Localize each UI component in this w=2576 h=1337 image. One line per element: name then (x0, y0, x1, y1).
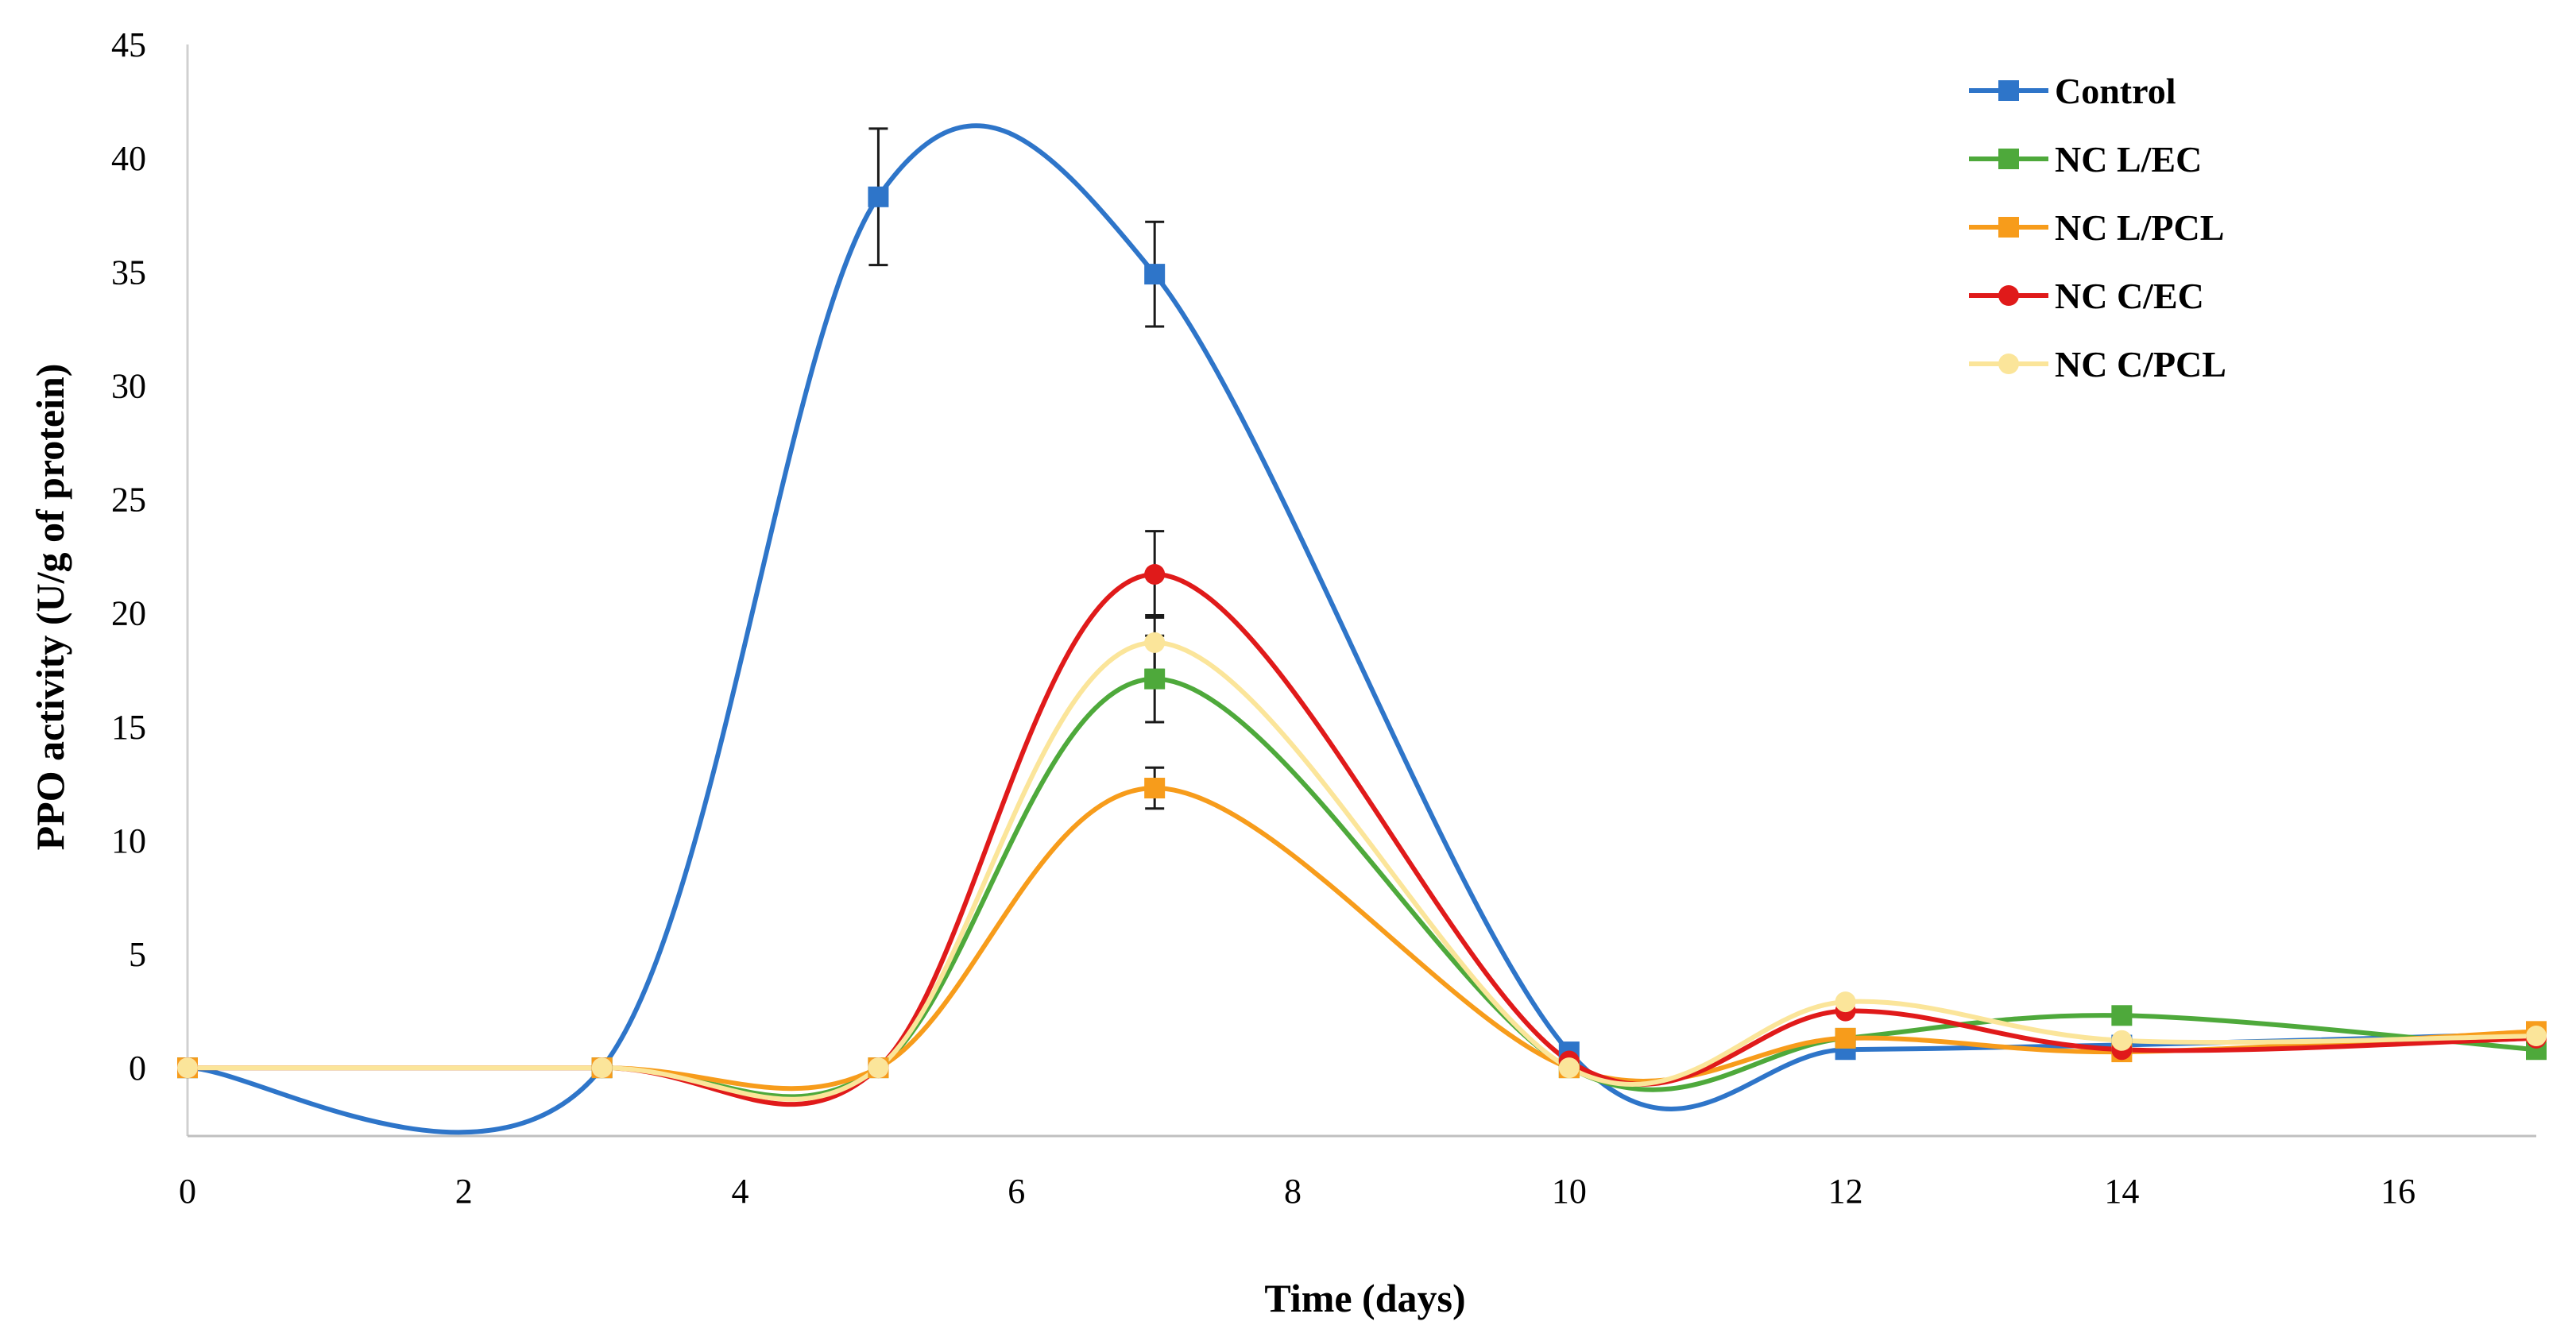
x-tick-label: 14 (2104, 1172, 2139, 1211)
x-tick-label: 4 (732, 1172, 749, 1211)
y-tick-label: 45 (111, 25, 146, 64)
legend-marker-nc-c-pcl (1998, 354, 2019, 374)
x-tick-label: 12 (1828, 1172, 1863, 1211)
data-point-nc-l-pcl (1835, 1027, 1856, 1049)
legend-item-nc-c-pcl: NC C/PCL (1969, 344, 2226, 384)
y-tick-label: 15 (111, 708, 146, 747)
legend-marker-control (1998, 80, 2019, 101)
data-point-nc-c-pcl (2111, 1030, 2133, 1051)
series-line-nc-c-pcl (185, 640, 2539, 1102)
y-tick-label: 30 (111, 366, 146, 405)
series-line-nc-l-ec (185, 676, 2539, 1099)
data-point-nc-c-pcl (1835, 991, 1856, 1013)
data-point-nc-c-pcl (1144, 632, 1166, 653)
legend-label-nc-c-pcl: NC C/PCL (2055, 344, 2226, 384)
data-point-nc-c-ec (1144, 563, 1166, 585)
legend-label-control: Control (2055, 71, 2176, 111)
series-line-nc-c-ec (185, 571, 2539, 1107)
legend: Control NC L/EC NC L/PCL NC C/EC NC C/PCL (1969, 71, 2226, 384)
legend-label-nc-l-ec: NC L/EC (2055, 139, 2202, 180)
data-point-nc-c-pcl (2526, 1026, 2547, 1047)
y-tick-label: 5 (129, 935, 146, 974)
data-point-nc-l-pcl (1144, 778, 1166, 799)
series-layer (185, 123, 2539, 1135)
legend-item-nc-c-ec: NC C/EC (1969, 276, 2204, 316)
marker-layer (177, 186, 2547, 1079)
legend-marker-nc-c-ec (1998, 285, 2019, 306)
legend-label-nc-l-pcl: NC L/PCL (2055, 207, 2224, 248)
y-tick-label: 10 (111, 821, 146, 860)
x-tick-label: 0 (179, 1172, 196, 1211)
y-axis-title: PPO activity (U/g of protein) (28, 364, 72, 851)
data-point-nc-c-pcl (1558, 1057, 1580, 1079)
x-tick-label: 8 (1284, 1172, 1302, 1211)
x-tick-labels: 0 2 4 6 8 10 12 14 16 (179, 1172, 2415, 1211)
y-tick-label: 35 (111, 253, 146, 292)
data-point-nc-l-ec (1144, 668, 1166, 690)
x-tick-label: 6 (1008, 1172, 1025, 1211)
y-tick-labels: 0 5 10 15 20 25 30 35 40 45 (111, 25, 146, 1088)
y-tick-label: 25 (111, 481, 146, 520)
x-tick-label: 16 (2381, 1172, 2415, 1211)
data-point-nc-l-ec (2111, 1005, 2133, 1026)
x-tick-label: 10 (1552, 1172, 1587, 1211)
legend-item-nc-l-ec: NC L/EC (1969, 139, 2202, 180)
axes (186, 44, 2536, 1138)
y-tick-label: 20 (111, 594, 146, 633)
x-axis-title: Time (days) (1264, 1276, 1465, 1320)
data-point-nc-c-pcl (591, 1057, 613, 1079)
legend-item-control: Control (1969, 71, 2176, 111)
data-point-control (1144, 264, 1166, 285)
legend-label-nc-c-ec: NC C/EC (2055, 276, 2204, 316)
legend-marker-nc-l-pcl (1998, 217, 2019, 238)
y-tick-label: 0 (129, 1049, 146, 1088)
y-tick-label: 40 (111, 139, 146, 178)
data-point-nc-c-pcl (177, 1057, 198, 1079)
data-point-nc-c-pcl (868, 1057, 889, 1079)
legend-item-nc-l-pcl: NC L/PCL (1969, 207, 2224, 248)
data-point-control (868, 186, 889, 207)
legend-marker-nc-l-ec (1998, 149, 2019, 169)
x-tick-label: 2 (455, 1172, 473, 1211)
